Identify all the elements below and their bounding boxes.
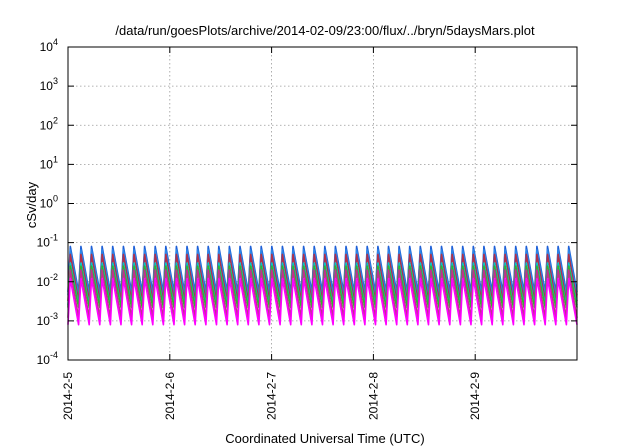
x-tick-label: 2014-2-7 bbox=[265, 372, 279, 420]
y-tick-label: 10-3 bbox=[37, 311, 58, 328]
y-tick-label: 100 bbox=[40, 194, 58, 211]
y-axis-label: cSv/day bbox=[24, 181, 39, 228]
x-tick-label: 2014-2-6 bbox=[163, 372, 177, 420]
plot-frame bbox=[67, 46, 578, 361]
y-tick-label: 104 bbox=[40, 37, 58, 54]
y-tick-label: 103 bbox=[40, 76, 58, 93]
y-tick-label: 10-2 bbox=[37, 272, 58, 289]
x-tick-label: 2014-2-9 bbox=[468, 372, 482, 420]
x-tick-label: 2014-2-8 bbox=[366, 372, 380, 420]
chart-title: /data/run/goesPlots/archive/2014-02-09/2… bbox=[115, 23, 535, 38]
axes: 10-4 10-3 10-2 10-1 100 101 102 103 104 2014-2-5 2… bbox=[37, 37, 578, 420]
x-tick-label: 2014-2-5 bbox=[61, 372, 75, 420]
plot-area bbox=[67, 245, 578, 326]
y-tick-label: 10-4 bbox=[37, 350, 58, 367]
y-tick-label: 10-1 bbox=[37, 233, 58, 250]
x-axis-label: Coordinated Universal Time (UTC) bbox=[225, 431, 424, 446]
series-line bbox=[67, 277, 578, 326]
y-tick-label: 102 bbox=[40, 115, 58, 132]
y-tick-label: 101 bbox=[40, 154, 58, 171]
